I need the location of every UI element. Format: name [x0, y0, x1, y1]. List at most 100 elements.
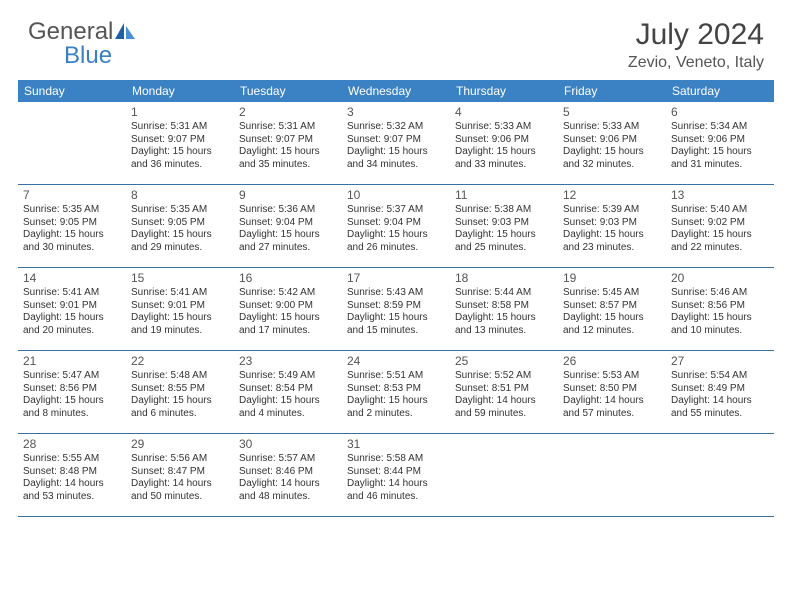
dow-cell: Tuesday: [234, 80, 342, 102]
daylight-line: Daylight: 15 hours and 25 minutes.: [455, 229, 553, 254]
sunset-line: Sunset: 9:07 PM: [131, 134, 229, 147]
day-cell: 3Sunrise: 5:32 AMSunset: 9:07 PMDaylight…: [342, 102, 450, 184]
day-info: Sunrise: 5:49 AMSunset: 8:54 PMDaylight:…: [239, 370, 337, 420]
day-number: 3: [347, 105, 445, 120]
day-number: 18: [455, 271, 553, 286]
day-info: Sunrise: 5:48 AMSunset: 8:55 PMDaylight:…: [131, 370, 229, 420]
month-title: July 2024: [628, 18, 764, 52]
day-cell: 13Sunrise: 5:40 AMSunset: 9:02 PMDayligh…: [666, 185, 774, 267]
sunrise-line: Sunrise: 5:43 AM: [347, 287, 445, 300]
sunset-line: Sunset: 9:02 PM: [671, 217, 769, 230]
daylight-line: Daylight: 15 hours and 33 minutes.: [455, 146, 553, 171]
sunset-line: Sunset: 9:07 PM: [347, 134, 445, 147]
day-info: Sunrise: 5:54 AMSunset: 8:49 PMDaylight:…: [671, 370, 769, 420]
day-cell: 19Sunrise: 5:45 AMSunset: 8:57 PMDayligh…: [558, 268, 666, 350]
day-info: Sunrise: 5:41 AMSunset: 9:01 PMDaylight:…: [131, 287, 229, 337]
dow-cell: Saturday: [666, 80, 774, 102]
daylight-line: Daylight: 15 hours and 17 minutes.: [239, 312, 337, 337]
sunset-line: Sunset: 9:07 PM: [239, 134, 337, 147]
day-cell: [18, 102, 126, 184]
day-number: 15: [131, 271, 229, 286]
daylight-line: Daylight: 15 hours and 19 minutes.: [131, 312, 229, 337]
day-cell: 17Sunrise: 5:43 AMSunset: 8:59 PMDayligh…: [342, 268, 450, 350]
title-block: July 2024 Zevio, Veneto, Italy: [628, 18, 764, 72]
day-info: Sunrise: 5:46 AMSunset: 8:56 PMDaylight:…: [671, 287, 769, 337]
day-number: 14: [23, 271, 121, 286]
day-number: 12: [563, 188, 661, 203]
week-row: 14 Sunrise: 5:41 AMSunset: 9:01 PMDayligh…: [18, 268, 774, 351]
location: Zevio, Veneto, Italy: [628, 54, 764, 72]
daylight-line: Daylight: 14 hours and 57 minutes.: [563, 395, 661, 420]
day-cell: 2Sunrise: 5:31 AMSunset: 9:07 PMDaylight…: [234, 102, 342, 184]
day-number: 2: [239, 105, 337, 120]
day-cell: 24Sunrise: 5:51 AMSunset: 8:53 PMDayligh…: [342, 351, 450, 433]
sunset-line: Sunset: 9:03 PM: [563, 217, 661, 230]
weeks-container: 1Sunrise: 5:31 AMSunset: 9:07 PMDaylight…: [18, 102, 774, 517]
sunset-line: Sunset: 8:57 PM: [563, 300, 661, 313]
day-cell: 9Sunrise: 5:36 AMSunset: 9:04 PMDaylight…: [234, 185, 342, 267]
sunset-line: Sunset: 9:06 PM: [671, 134, 769, 147]
day-cell: 21Sunrise: 5:47 AMSunset: 8:56 PMDayligh…: [18, 351, 126, 433]
sunrise-line: Sunrise: 5:46 AM: [671, 287, 769, 300]
sunrise-line: Sunrise: 5:35 AM: [131, 204, 229, 217]
daylight-line: Daylight: 15 hours and 29 minutes.: [131, 229, 229, 254]
daylight-line: Daylight: 15 hours and 31 minutes.: [671, 146, 769, 171]
sunrise-line: Sunrise: 5:41 AM: [23, 287, 121, 300]
week-row: 7 Sunrise: 5:35 AM Sunset: 9:05 PM Daylight…: [18, 185, 774, 268]
day-info: Sunrise: 5:33 AMSunset: 9:06 PMDaylight:…: [563, 121, 661, 171]
sunset-line: Sunset: 8:53 PM: [347, 383, 445, 396]
day-number: 24: [347, 354, 445, 369]
day-cell: 22Sunrise: 5:48 AMSunset: 8:55 PMDayligh…: [126, 351, 234, 433]
daylight-line: Daylight: 15 hours and 32 minutes.: [563, 146, 661, 171]
day-cell: 11Sunrise: 5:38 AMSunset: 9:03 PMDayligh…: [450, 185, 558, 267]
day-cell: 26Sunrise: 5:53 AMSunset: 8:50 PMDayligh…: [558, 351, 666, 433]
sunrise-line: Sunrise: 5:33 AM: [563, 121, 661, 134]
sunrise-line: Sunrise: 5:54 AM: [671, 370, 769, 383]
daylight-line: Daylight: 15 hours and 22 minutes.: [671, 229, 769, 254]
day-info: Sunrise: 5:31 AMSunset: 9:07 PMDaylight:…: [131, 121, 229, 171]
day-cell: 23Sunrise: 5:49 AMSunset: 8:54 PMDayligh…: [234, 351, 342, 433]
day-cell: 7Sunrise: 5:35 AMSunset: 9:05 PMDaylight…: [18, 185, 126, 267]
week-row: 21Sunrise: 5:47 AMSunset: 8:56 PMDayligh…: [18, 351, 774, 434]
sunrise-line: Sunrise: 5:57 AM: [239, 453, 337, 466]
daylight-line: Daylight: 15 hours and 36 minutes.: [131, 146, 229, 171]
sunset-line: Sunset: 8:56 PM: [671, 300, 769, 313]
sail-icon: [115, 23, 135, 41]
day-cell: 8Sunrise: 5:35 AMSunset: 9:05 PMDaylight…: [126, 185, 234, 267]
sunrise-line: Sunrise: 5:34 AM: [671, 121, 769, 134]
day-cell: 6Sunrise: 5:34 AMSunset: 9:06 PMDaylight…: [666, 102, 774, 184]
day-number: 31: [347, 437, 445, 452]
day-number: 7: [23, 188, 121, 203]
day-number: 8: [131, 188, 229, 203]
daylight-line: Daylight: 14 hours and 53 minutes.: [23, 478, 121, 503]
daylight-line: Daylight: 15 hours and 26 minutes.: [347, 229, 445, 254]
sunset-line: Sunset: 8:46 PM: [239, 466, 337, 479]
sunrise-line: Sunrise: 5:38 AM: [455, 204, 553, 217]
sunset-line: Sunset: 8:48 PM: [23, 466, 121, 479]
dow-cell: Wednesday: [342, 80, 450, 102]
day-info: Sunrise: 5:33 AMSunset: 9:06 PMDaylight:…: [455, 121, 553, 171]
sunset-line: Sunset: 8:50 PM: [563, 383, 661, 396]
day-number: 11: [455, 188, 553, 203]
sunrise-line: Sunrise: 5:49 AM: [239, 370, 337, 383]
day-info: Sunrise: 5:45 AMSunset: 8:57 PMDaylight:…: [563, 287, 661, 337]
sunset-line: Sunset: 9:05 PM: [23, 217, 121, 230]
daylight-line: Daylight: 15 hours and 13 minutes.: [455, 312, 553, 337]
day-cell: 27Sunrise: 5:54 AMSunset: 8:49 PMDayligh…: [666, 351, 774, 433]
daylight-line: Daylight: 15 hours and 10 minutes.: [671, 312, 769, 337]
sunset-line: Sunset: 8:44 PM: [347, 466, 445, 479]
day-info: Sunrise: 5:38 AMSunset: 9:03 PMDaylight:…: [455, 204, 553, 254]
sunrise-line: Sunrise: 5:48 AM: [131, 370, 229, 383]
day-number: 19: [563, 271, 661, 286]
day-cell: 18Sunrise: 5:44 AMSunset: 8:58 PMDayligh…: [450, 268, 558, 350]
day-info: Sunrise: 5:47 AMSunset: 8:56 PMDaylight:…: [23, 370, 121, 420]
brand-part2-wrap: Blue: [64, 42, 112, 70]
day-info: Sunrise: 5:55 AMSunset: 8:48 PMDaylight:…: [23, 453, 121, 503]
sunset-line: Sunset: 8:49 PM: [671, 383, 769, 396]
day-number: 28: [23, 437, 121, 452]
sunrise-line: Sunrise: 5:51 AM: [347, 370, 445, 383]
sunset-line: Sunset: 8:59 PM: [347, 300, 445, 313]
calendar: SundayMondayTuesdayWednesdayThursdayFrid…: [18, 80, 774, 517]
sunrise-line: Sunrise: 5:42 AM: [239, 287, 337, 300]
daylight-line: Daylight: 15 hours and 27 minutes.: [239, 229, 337, 254]
